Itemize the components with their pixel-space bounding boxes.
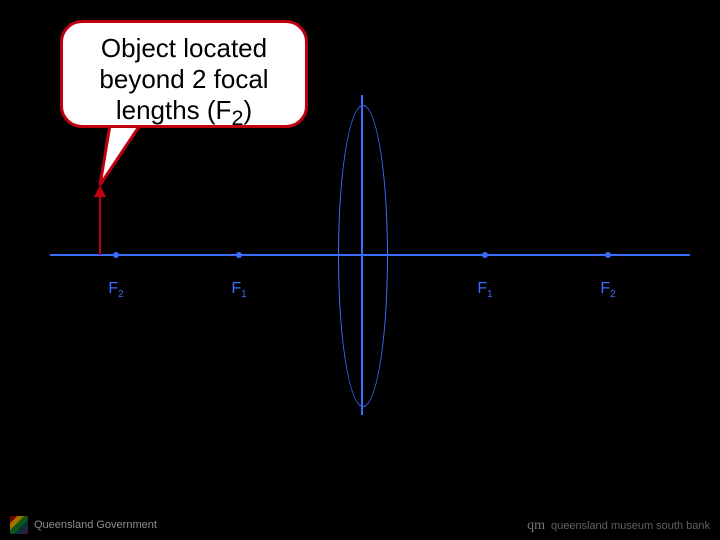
callout-line3-prefix: lengths (F [116,95,232,125]
callout-bubble: Object located beyond 2 focal lengths (F… [60,20,308,128]
qld-gov-icon [10,516,28,534]
callout-tail-shape [100,125,140,185]
focal-point-dot [482,252,488,258]
footer-right: qm queensland museum south bank [527,518,710,534]
focal-point-dot [113,252,119,258]
callout-text: Object located beyond 2 focal lengths (F… [79,33,289,132]
focal-point-dot [236,252,242,258]
footer-left-text: Queensland Government [34,519,157,531]
object-arrow-shaft [99,197,101,255]
callout-line2: beyond 2 focal [99,64,268,94]
callout-line3-suffix: ) [243,95,252,125]
object-arrow-head [94,185,106,197]
qm-logo-icon: qm [527,518,545,534]
focal-point-label: F1 [231,280,246,300]
callout-line3-sub: 2 [231,106,243,131]
footer-right-text: queensland museum south bank [551,520,710,532]
focal-point-label: F2 [108,280,123,300]
footer-left: Queensland Government [10,516,157,534]
focal-point-label: F1 [477,280,492,300]
focal-point-dot [605,252,611,258]
callout-line1: Object located [101,33,267,63]
diagram-canvas: F2 F1 F1 F2 Object located beyond 2 focal l… [0,0,720,540]
convex-lens [338,105,388,407]
focal-point-label: F2 [600,280,615,300]
